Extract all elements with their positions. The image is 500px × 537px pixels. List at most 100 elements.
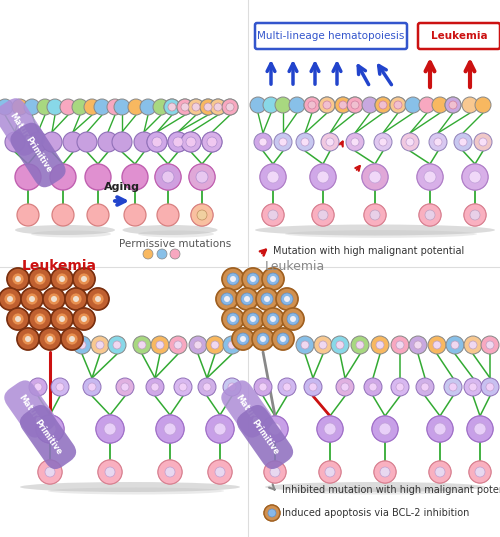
Circle shape bbox=[375, 97, 391, 113]
Circle shape bbox=[158, 460, 182, 484]
Circle shape bbox=[319, 97, 335, 113]
Circle shape bbox=[157, 249, 167, 259]
Circle shape bbox=[202, 132, 222, 152]
Circle shape bbox=[427, 416, 453, 442]
Circle shape bbox=[134, 132, 154, 152]
Circle shape bbox=[469, 383, 477, 391]
Circle shape bbox=[211, 341, 219, 349]
Circle shape bbox=[223, 336, 241, 354]
Circle shape bbox=[335, 97, 351, 113]
Circle shape bbox=[287, 313, 299, 325]
Circle shape bbox=[434, 138, 442, 146]
Circle shape bbox=[429, 461, 451, 483]
Circle shape bbox=[39, 328, 61, 350]
Circle shape bbox=[250, 316, 256, 322]
Circle shape bbox=[51, 308, 73, 330]
Circle shape bbox=[371, 336, 389, 354]
Circle shape bbox=[112, 132, 132, 152]
Circle shape bbox=[464, 336, 482, 354]
Text: Aging: Aging bbox=[104, 182, 140, 192]
Circle shape bbox=[308, 101, 316, 109]
Circle shape bbox=[78, 313, 90, 325]
Circle shape bbox=[312, 204, 334, 226]
Circle shape bbox=[133, 336, 151, 354]
Circle shape bbox=[7, 308, 29, 330]
Circle shape bbox=[372, 416, 398, 442]
Circle shape bbox=[240, 336, 246, 342]
Circle shape bbox=[72, 99, 88, 115]
Circle shape bbox=[469, 171, 481, 183]
Circle shape bbox=[157, 204, 179, 226]
Circle shape bbox=[73, 268, 95, 290]
Circle shape bbox=[21, 288, 43, 310]
Ellipse shape bbox=[285, 230, 477, 238]
Circle shape bbox=[43, 288, 65, 310]
Circle shape bbox=[51, 308, 73, 330]
Circle shape bbox=[268, 509, 276, 517]
Circle shape bbox=[92, 293, 104, 305]
Circle shape bbox=[254, 378, 272, 396]
Circle shape bbox=[252, 328, 274, 350]
Circle shape bbox=[247, 273, 259, 285]
Circle shape bbox=[391, 336, 409, 354]
Circle shape bbox=[283, 383, 291, 391]
Circle shape bbox=[121, 383, 129, 391]
Circle shape bbox=[226, 103, 234, 111]
Circle shape bbox=[81, 316, 87, 322]
Circle shape bbox=[406, 138, 414, 146]
Circle shape bbox=[301, 138, 309, 146]
Text: Mature: Mature bbox=[17, 393, 43, 425]
Circle shape bbox=[416, 378, 434, 396]
Circle shape bbox=[270, 316, 276, 322]
Circle shape bbox=[464, 378, 482, 396]
Circle shape bbox=[34, 383, 42, 391]
Text: Mature: Mature bbox=[8, 111, 32, 143]
Circle shape bbox=[290, 316, 296, 322]
Circle shape bbox=[28, 132, 48, 152]
Circle shape bbox=[156, 415, 184, 443]
Circle shape bbox=[454, 133, 472, 151]
Circle shape bbox=[12, 273, 24, 285]
Circle shape bbox=[51, 296, 57, 302]
Text: Induced apoptosis via BCL-2 inhibition: Induced apoptosis via BCL-2 inhibition bbox=[282, 508, 470, 518]
Ellipse shape bbox=[138, 230, 214, 237]
Circle shape bbox=[208, 460, 232, 484]
Circle shape bbox=[362, 164, 388, 190]
Circle shape bbox=[425, 210, 435, 220]
Circle shape bbox=[181, 103, 189, 111]
Circle shape bbox=[470, 210, 480, 220]
Circle shape bbox=[324, 423, 336, 435]
Circle shape bbox=[223, 378, 241, 396]
Circle shape bbox=[379, 423, 391, 435]
Circle shape bbox=[96, 341, 104, 349]
Circle shape bbox=[262, 268, 284, 290]
Circle shape bbox=[380, 467, 390, 477]
Circle shape bbox=[17, 204, 39, 226]
Circle shape bbox=[296, 133, 314, 151]
Circle shape bbox=[405, 97, 421, 113]
Ellipse shape bbox=[265, 482, 485, 492]
Circle shape bbox=[278, 378, 296, 396]
Circle shape bbox=[48, 293, 60, 305]
Circle shape bbox=[206, 415, 234, 443]
Circle shape bbox=[268, 210, 278, 220]
Circle shape bbox=[146, 378, 164, 396]
Circle shape bbox=[351, 336, 369, 354]
Circle shape bbox=[269, 423, 281, 435]
Circle shape bbox=[155, 164, 181, 190]
Circle shape bbox=[474, 423, 486, 435]
Circle shape bbox=[376, 341, 384, 349]
Circle shape bbox=[7, 296, 13, 302]
Circle shape bbox=[174, 378, 192, 396]
Circle shape bbox=[256, 288, 278, 310]
Circle shape bbox=[224, 296, 230, 302]
Circle shape bbox=[469, 461, 491, 483]
Circle shape bbox=[181, 132, 201, 152]
Circle shape bbox=[60, 99, 76, 115]
Circle shape bbox=[88, 383, 96, 391]
Circle shape bbox=[304, 97, 320, 113]
Circle shape bbox=[449, 383, 457, 391]
Circle shape bbox=[396, 383, 404, 391]
Circle shape bbox=[39, 328, 61, 350]
Circle shape bbox=[151, 336, 169, 354]
